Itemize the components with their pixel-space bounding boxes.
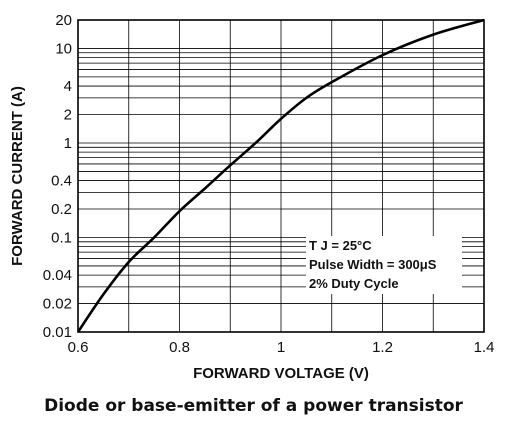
forward-characteristic-chart: 0.01 0.02 0.04 0.1 0.2 0.4 1 2 4 10 20 0.6 0.8 1 1.2 1… xyxy=(9,12,495,382)
note-line-junction-temp: T J = 25°C xyxy=(309,238,372,253)
y-tick-label: 2 xyxy=(64,107,72,124)
y-axis-title: FORWARD CURRENT (A) xyxy=(9,86,26,266)
x-tick-labels: 0.6 0.8 1 1.2 1.4 xyxy=(68,339,495,356)
y-tick-label: 20 xyxy=(55,12,72,29)
conditions-note: T J = 25°C Pulse Width = 300μS 2% Duty C… xyxy=(306,236,462,294)
y-tick-label: 0.1 xyxy=(51,229,72,246)
grid-lines xyxy=(78,19,484,332)
x-tick-label: 1.4 xyxy=(474,339,495,356)
y-tick-label: 0.04 xyxy=(43,267,72,284)
y-tick-label: 4 xyxy=(64,78,72,95)
x-tick-label: 1 xyxy=(277,339,285,356)
x-tick-label: 0.8 xyxy=(169,339,190,356)
x-tick-label: 0.6 xyxy=(68,339,89,356)
conditions-note-box xyxy=(306,236,462,294)
note-line-pulse-width: Pulse Width = 300μS xyxy=(309,257,437,272)
x-tick-label: 1.2 xyxy=(372,339,393,356)
plot-frame xyxy=(77,19,485,333)
y-tick-label: 10 xyxy=(55,40,72,57)
y-tick-label: 0.02 xyxy=(43,296,72,313)
y-tick-labels: 0.01 0.02 0.04 0.1 0.2 0.4 1 2 4 10 20 xyxy=(43,12,72,341)
y-tick-label: 0.2 xyxy=(51,201,72,218)
figure-caption: Diode or base-emitter of a power transis… xyxy=(44,396,463,416)
x-axis-title: FORWARD VOLTAGE (V) xyxy=(193,365,369,382)
y-tick-label: 0.4 xyxy=(51,173,72,190)
forward-current-curve xyxy=(76,18,485,333)
y-tick-label: 1 xyxy=(64,135,72,152)
note-line-duty-cycle: 2% Duty Cycle xyxy=(309,276,399,291)
y-tick-label: 0.01 xyxy=(43,324,72,341)
